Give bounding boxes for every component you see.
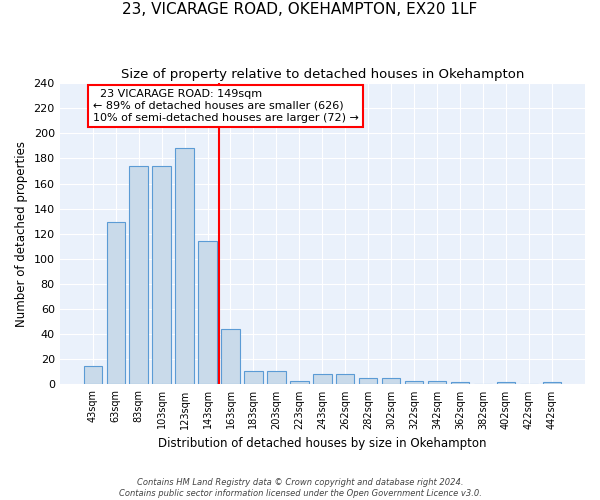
Title: Size of property relative to detached houses in Okehampton: Size of property relative to detached ho… [121, 68, 524, 80]
Bar [244, 370, 263, 384]
Bar [175, 148, 194, 384]
Text: 23, VICARAGE ROAD, OKEHAMPTON, EX20 1LF: 23, VICARAGE ROAD, OKEHAMPTON, EX20 1LF [122, 2, 478, 18]
Bar [107, 222, 125, 384]
Bar [359, 378, 377, 384]
Bar [497, 382, 515, 384]
Bar [382, 378, 400, 384]
Bar [336, 374, 355, 384]
Bar [199, 242, 217, 384]
Bar [221, 329, 239, 384]
Text: 23 VICARAGE ROAD: 149sqm
← 89% of detached houses are smaller (626)
10% of semi-: 23 VICARAGE ROAD: 149sqm ← 89% of detach… [93, 90, 359, 122]
Text: Contains HM Land Registry data © Crown copyright and database right 2024.
Contai: Contains HM Land Registry data © Crown c… [119, 478, 481, 498]
Y-axis label: Number of detached properties: Number of detached properties [15, 140, 28, 326]
X-axis label: Distribution of detached houses by size in Okehampton: Distribution of detached houses by size … [158, 437, 487, 450]
Bar [313, 374, 332, 384]
Bar [290, 380, 308, 384]
Bar [130, 166, 148, 384]
Bar [405, 380, 424, 384]
Bar [428, 380, 446, 384]
Bar [152, 166, 171, 384]
Bar [83, 366, 102, 384]
Bar [267, 370, 286, 384]
Bar [543, 382, 561, 384]
Bar [451, 382, 469, 384]
